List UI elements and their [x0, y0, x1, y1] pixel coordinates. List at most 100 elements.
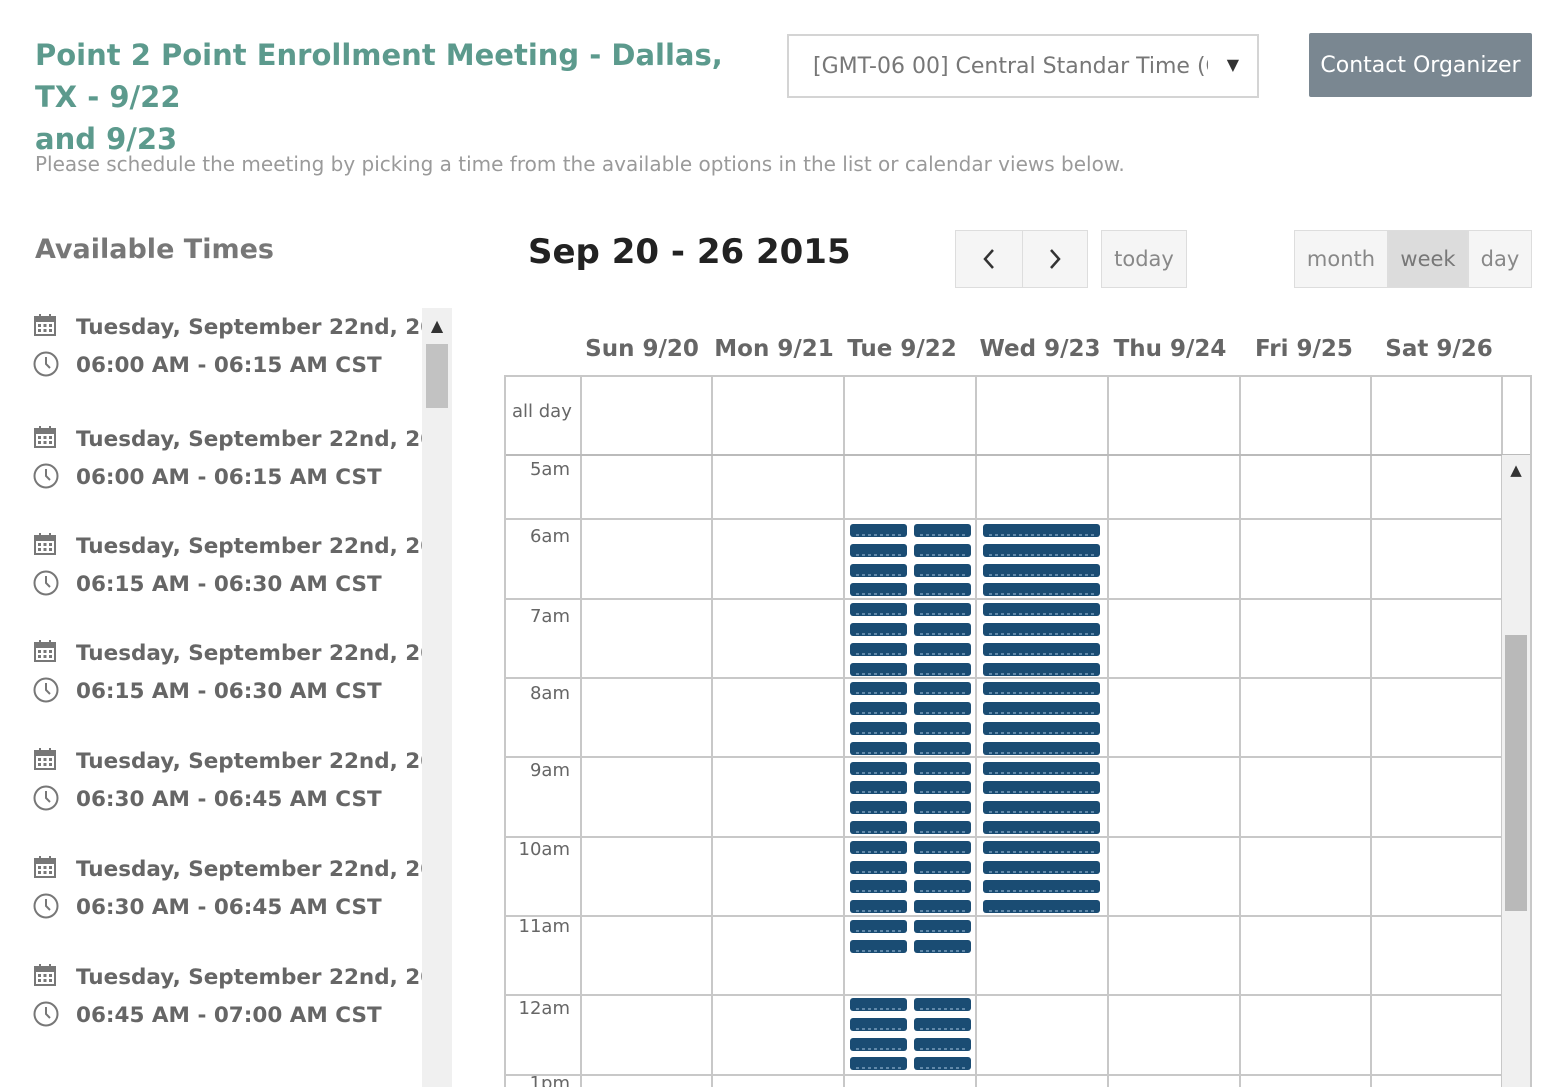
availability-event[interactable]	[983, 801, 1100, 814]
availability-event[interactable]	[850, 841, 907, 854]
availability-event[interactable]	[983, 722, 1100, 735]
hour-label: 10am	[518, 839, 570, 860]
availability-event[interactable]	[850, 524, 907, 537]
availability-event[interactable]	[914, 861, 971, 874]
availability-event[interactable]	[914, 702, 971, 715]
availability-event[interactable]	[983, 841, 1100, 854]
availability-event[interactable]	[850, 920, 907, 933]
availability-event[interactable]	[914, 524, 971, 537]
calendar-scrollbar-thumb[interactable]	[1505, 635, 1527, 911]
availability-event[interactable]	[983, 583, 1100, 596]
availability-event[interactable]	[850, 702, 907, 715]
available-time-range: 06:15 AM - 06:30 AM CST	[76, 571, 382, 597]
availability-event[interactable]	[850, 583, 907, 596]
availability-event[interactable]	[983, 564, 1100, 577]
availability-event[interactable]	[914, 1018, 971, 1031]
availability-event[interactable]	[983, 880, 1100, 893]
availability-event[interactable]	[914, 920, 971, 933]
availability-event[interactable]	[850, 762, 907, 775]
availability-event[interactable]	[983, 900, 1100, 913]
triangle-up-icon[interactable]: ▲	[1510, 461, 1522, 479]
available-time-item[interactable]: Tuesday, September 22nd, 2015 06:15 AM - …	[30, 529, 452, 609]
list-scrollbar-thumb[interactable]	[426, 344, 448, 408]
availability-event[interactable]	[850, 742, 907, 755]
availability-event[interactable]	[850, 1018, 907, 1031]
availability-event[interactable]	[850, 821, 907, 834]
view-week-button[interactable]: week	[1388, 230, 1468, 288]
availability-event[interactable]	[850, 564, 907, 577]
availability-event[interactable]	[850, 781, 907, 794]
view-day-button[interactable]: day	[1468, 230, 1532, 288]
availability-event[interactable]	[983, 524, 1100, 537]
availability-event[interactable]	[914, 663, 971, 676]
available-time-item[interactable]: Tuesday, September 22nd, 2015 06:15 AM - …	[30, 636, 452, 716]
availability-event[interactable]	[914, 682, 971, 695]
availability-event[interactable]	[850, 603, 907, 616]
availability-event[interactable]	[850, 801, 907, 814]
availability-event[interactable]	[914, 841, 971, 854]
available-time-item[interactable]: Tuesday, September 22nd, 2015 06:00 AM - …	[30, 422, 452, 502]
list-scrollbar[interactable]: ▲	[422, 308, 452, 1087]
availability-event[interactable]	[983, 781, 1100, 794]
availability-event[interactable]	[914, 880, 971, 893]
availability-event[interactable]	[914, 722, 971, 735]
availability-event[interactable]	[914, 998, 971, 1011]
today-button[interactable]: today	[1101, 230, 1187, 288]
availability-event[interactable]	[914, 1057, 971, 1070]
available-time-range: 06:30 AM - 06:45 AM CST	[76, 894, 382, 920]
availability-event[interactable]	[914, 643, 971, 656]
hour-label: 7am	[529, 606, 570, 627]
calendar-scrollbar[interactable]: ▲	[1502, 455, 1530, 1087]
next-week-button[interactable]	[1022, 230, 1088, 288]
availability-event[interactable]	[850, 1057, 907, 1070]
availability-event[interactable]	[914, 1038, 971, 1051]
availability-event[interactable]	[850, 663, 907, 676]
availability-event[interactable]	[850, 682, 907, 695]
timezone-select[interactable]: [GMT-06 00] Central Standar Time (C ▼	[787, 34, 1259, 98]
triangle-up-icon[interactable]: ▲	[430, 316, 444, 335]
availability-event[interactable]	[983, 623, 1100, 636]
triangle-down-icon: ▼	[1226, 55, 1239, 74]
availability-event[interactable]	[914, 940, 971, 953]
availability-event[interactable]	[914, 623, 971, 636]
availability-event[interactable]	[914, 821, 971, 834]
availability-event[interactable]	[983, 544, 1100, 557]
availability-event[interactable]	[983, 603, 1100, 616]
availability-event[interactable]	[914, 801, 971, 814]
availability-event[interactable]	[983, 682, 1100, 695]
availability-event[interactable]	[850, 940, 907, 953]
available-time-item[interactable]: Tuesday, September 22nd, 2015 06:30 AM - …	[30, 852, 452, 932]
availability-event[interactable]	[983, 663, 1100, 676]
view-month-button[interactable]: month	[1294, 230, 1388, 288]
availability-event[interactable]	[914, 762, 971, 775]
availability-event[interactable]	[850, 544, 907, 557]
availability-event[interactable]	[850, 998, 907, 1011]
availability-event[interactable]	[983, 821, 1100, 834]
availability-event[interactable]	[850, 880, 907, 893]
availability-event[interactable]	[983, 702, 1100, 715]
availability-event[interactable]	[914, 900, 971, 913]
availability-event[interactable]	[850, 900, 907, 913]
availability-event[interactable]	[914, 742, 971, 755]
availability-event[interactable]	[983, 861, 1100, 874]
available-time-date: Tuesday, September 22nd, 2015	[76, 964, 452, 990]
grid-column-line	[580, 377, 582, 1087]
availability-event[interactable]	[850, 623, 907, 636]
available-time-item[interactable]: Tuesday, September 22nd, 2015 06:30 AM - …	[30, 744, 452, 824]
availability-event[interactable]	[983, 742, 1100, 755]
available-time-item[interactable]: Tuesday, September 22nd, 2015 06:00 AM - …	[30, 310, 452, 390]
available-time-item[interactable]: Tuesday, September 22nd, 2015 06:45 AM - …	[30, 960, 452, 1040]
availability-event[interactable]	[914, 603, 971, 616]
availability-event[interactable]	[914, 781, 971, 794]
availability-event[interactable]	[850, 1038, 907, 1051]
availability-event[interactable]	[914, 583, 971, 596]
availability-event[interactable]	[914, 564, 971, 577]
availability-event[interactable]	[850, 722, 907, 735]
availability-event[interactable]	[983, 762, 1100, 775]
availability-event[interactable]	[850, 861, 907, 874]
availability-event[interactable]	[850, 643, 907, 656]
contact-organizer-button[interactable]: Contact Organizer	[1309, 33, 1532, 97]
availability-event[interactable]	[983, 643, 1100, 656]
availability-event[interactable]	[914, 544, 971, 557]
prev-week-button[interactable]	[955, 230, 1023, 288]
